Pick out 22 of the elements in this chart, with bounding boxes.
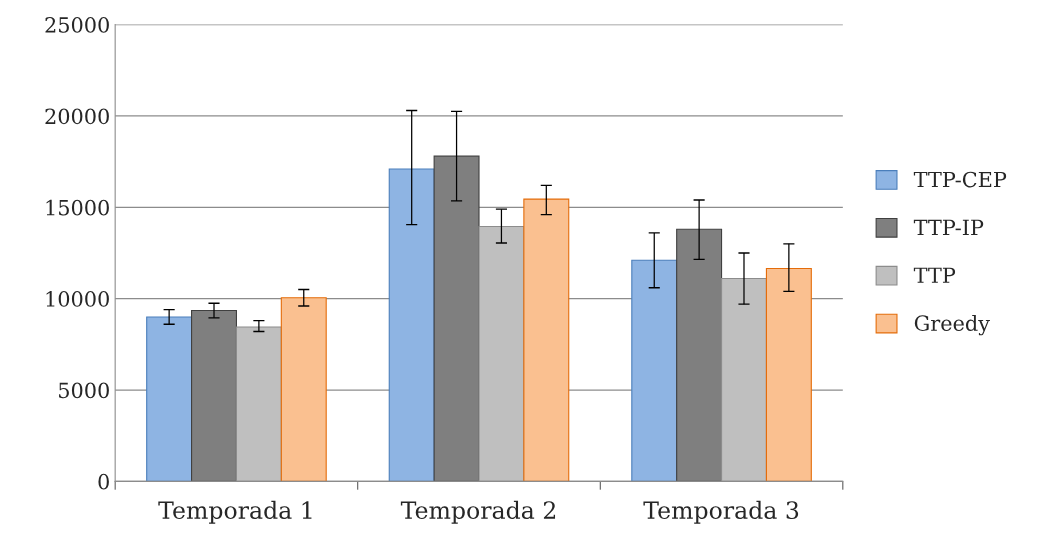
x-tick-label: Temporada 3 (643, 500, 799, 524)
y-tick-label: 25000 (45, 17, 109, 33)
x-tick-label: Temporada 1 (158, 500, 312, 524)
y-tick-label: 10000 (46, 291, 109, 307)
legend-label: TTP-IP (913, 219, 984, 235)
bar (433, 155, 480, 482)
bar (765, 267, 812, 482)
legend-label: Greedy (914, 314, 990, 336)
y-tick-label: 0 (98, 473, 109, 490)
y-tick-label: 15000 (46, 199, 109, 216)
bar (676, 228, 723, 482)
bar (280, 297, 327, 482)
y-tick-label: 20000 (45, 108, 109, 125)
bar (388, 168, 435, 482)
y-tick-label: 5000 (59, 382, 109, 399)
x-tick-label: Temporada 2 (400, 500, 556, 524)
bar (146, 316, 193, 482)
bar (631, 259, 678, 482)
legend-label: TTP-CEP (913, 171, 1007, 188)
bar (191, 309, 238, 482)
bar (523, 198, 570, 482)
legend-label: TTP (913, 267, 956, 283)
